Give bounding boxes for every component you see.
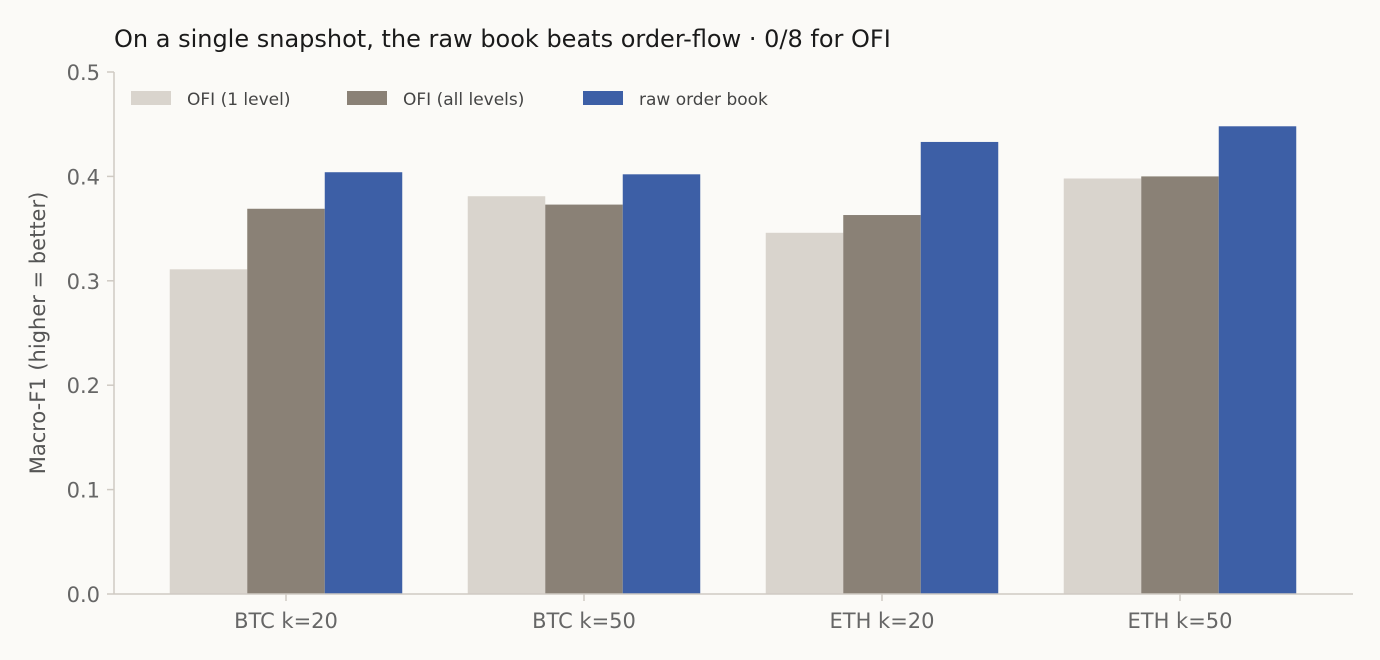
y-tick-label: 0.2 — [67, 374, 100, 398]
x-tick-label: BTC k=50 — [532, 609, 636, 633]
bar — [467, 196, 546, 594]
legend-label: OFI (all levels) — [403, 90, 524, 110]
y-tick-label: 0.0 — [67, 583, 100, 607]
bar — [920, 141, 999, 594]
bar — [247, 208, 325, 594]
y-tick-label: 0.4 — [67, 165, 100, 189]
bar — [324, 172, 403, 594]
legend: OFI (1 level) OFI (all levels) raw order b… — [131, 90, 768, 110]
chart-title: On a single snapshot, the raw book beats… — [114, 25, 891, 53]
y-axis-label: Macro-F1 (higher = better) — [26, 192, 50, 475]
bar — [169, 269, 248, 594]
bar — [1218, 126, 1297, 595]
bar — [1063, 178, 1142, 594]
legend-swatch — [583, 91, 623, 105]
bar — [1141, 176, 1219, 594]
x-tick-label: ETH k=20 — [829, 609, 934, 633]
legend-swatch — [347, 91, 387, 105]
legend-swatch — [131, 91, 171, 105]
legend-label: raw order book — [639, 90, 768, 110]
bar — [765, 232, 844, 594]
y-tick-label: 0.3 — [67, 270, 100, 294]
y-ticks-group: 0.0 0.1 0.2 0.3 0.4 0.5 — [67, 61, 114, 607]
axes-group — [113, 72, 1353, 595]
x-tick-label: BTC k=20 — [234, 609, 338, 633]
x-ticks-group: BTC k=20 BTC k=50 ETH k=20 ETH k=50 — [234, 594, 1233, 633]
legend-label: OFI (1 level) — [187, 90, 291, 110]
bar — [622, 174, 701, 594]
bar — [843, 215, 921, 594]
y-tick-label: 0.1 — [67, 479, 100, 503]
bars-group — [169, 126, 1297, 595]
y-tick-label: 0.5 — [67, 61, 100, 85]
bar — [545, 204, 623, 594]
x-tick-label: ETH k=50 — [1127, 609, 1232, 633]
